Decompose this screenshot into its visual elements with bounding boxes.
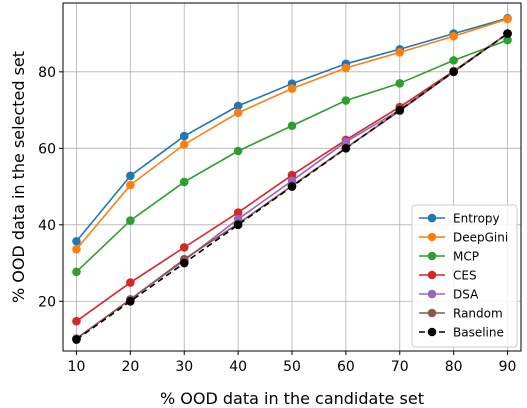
data-point: [287, 84, 297, 93]
data-point: [233, 220, 243, 230]
data-point: [341, 144, 351, 153]
data-point: [503, 14, 512, 24]
legend-marker: [427, 289, 437, 299]
data-point: [72, 267, 81, 277]
data-point: [72, 244, 81, 254]
x-tick-label: 90: [499, 359, 517, 375]
legend-item: Random: [419, 307, 503, 321]
y-axis-label: % OOD data in the selected set: [9, 51, 28, 303]
data-point: [341, 137, 351, 147]
legend-label: Baseline: [453, 326, 504, 340]
series-mcp: [72, 35, 512, 277]
data-point: [179, 243, 189, 252]
legend-label: Entropy: [453, 212, 500, 226]
y-tick-label: 60: [38, 141, 56, 157]
data-point: [341, 63, 351, 73]
y-tick-label: 20: [38, 294, 56, 310]
x-tick-label: 60: [337, 359, 355, 375]
legend-marker: [427, 232, 437, 242]
y-axis-ticks: 20 40 60 80: [38, 65, 63, 310]
data-point: [126, 278, 135, 287]
legend-item: DeepGini: [419, 231, 508, 245]
x-tick-label: 40: [229, 359, 247, 375]
legend-label: DeepGini: [453, 231, 508, 245]
legend-label: DSA: [453, 288, 479, 302]
data-point: [233, 208, 243, 217]
data-point: [179, 177, 189, 187]
data-point: [233, 146, 243, 156]
data-point: [233, 108, 243, 118]
data-point: [72, 316, 81, 326]
series-baseline: [72, 29, 512, 344]
data-point: [233, 101, 243, 111]
data-point: [72, 236, 81, 246]
data-point: [341, 96, 351, 105]
data-point: [179, 258, 189, 268]
data-point: [287, 121, 297, 131]
x-tick-label: 30: [175, 359, 193, 375]
data-point: [503, 29, 512, 38]
legend-label: MCP: [453, 250, 479, 264]
x-tick-label: 70: [391, 359, 409, 375]
data-point: [395, 48, 405, 57]
legend-item: Baseline: [419, 326, 504, 340]
x-tick-label: 10: [68, 359, 86, 375]
y-tick-label: 80: [38, 65, 56, 81]
legend-marker: [427, 270, 437, 280]
legend-marker: [427, 327, 437, 337]
legend-marker: [427, 251, 437, 261]
legend-item: MCP: [419, 250, 479, 264]
data-point: [449, 67, 458, 77]
x-tick-label: 80: [445, 359, 463, 375]
data-point: [126, 180, 135, 190]
data-point: [449, 31, 458, 41]
x-tick-label: 20: [121, 359, 139, 375]
data-point: [287, 182, 297, 191]
data-point: [503, 35, 512, 45]
x-axis-ticks: 10 20 30 40 50 60 70 80 90: [68, 351, 517, 375]
data-point: [179, 131, 189, 141]
data-point: [126, 171, 135, 181]
series-group: [72, 13, 512, 344]
data-point: [449, 56, 458, 65]
legend: Entropy DeepGini MCP CES DSA Random Baseline: [411, 204, 518, 348]
legend-box: [411, 204, 518, 348]
x-axis-label: % OOD data in the candidate set: [160, 389, 424, 408]
legend-item: CES: [419, 269, 477, 283]
legend-label: CES: [453, 269, 477, 283]
series-deepgini: [72, 14, 512, 254]
data-point: [395, 105, 405, 115]
legend-item: Entropy: [419, 212, 500, 226]
data-point: [395, 79, 405, 88]
legend-item: DSA: [419, 288, 479, 302]
legend-marker: [427, 308, 437, 318]
data-point: [126, 216, 135, 225]
legend-marker: [427, 213, 437, 223]
data-point: [179, 140, 189, 149]
data-point: [126, 296, 135, 306]
legend-label: Random: [453, 307, 503, 321]
x-tick-label: 50: [283, 359, 301, 375]
y-tick-label: 40: [38, 218, 56, 234]
data-point: [72, 335, 81, 344]
